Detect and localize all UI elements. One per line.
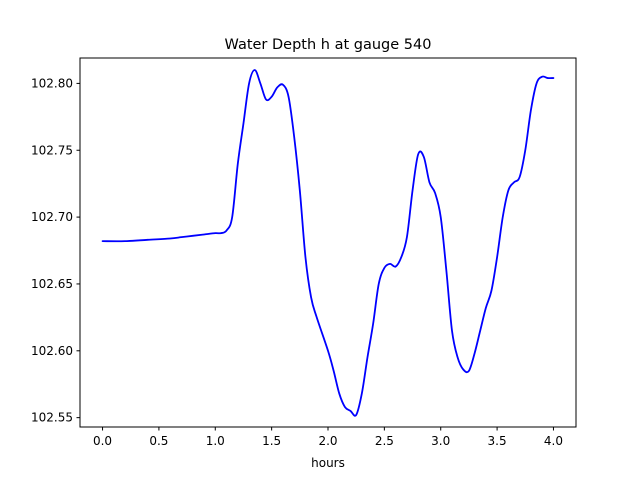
y-tick-label: 102.75 (31, 143, 73, 157)
x-tick-label: 2.0 (318, 434, 337, 448)
y-tick-label: 102.55 (31, 411, 73, 425)
y-tick-label: 102.65 (31, 277, 73, 291)
x-tick-label: 2.5 (375, 434, 394, 448)
x-axis-label: hours (311, 456, 345, 470)
x-tick-label: 0.0 (93, 434, 112, 448)
x-tick-label: 4.0 (544, 434, 563, 448)
series-line-water-depth (101, 69, 555, 417)
x-tick-label: 1.5 (262, 434, 281, 448)
y-tick-label: 102.60 (31, 344, 73, 358)
x-tick-label: 0.5 (149, 434, 168, 448)
y-tick-label: 102.70 (31, 210, 73, 224)
x-tick-label: 3.0 (431, 434, 450, 448)
x-tick-label: 3.5 (488, 434, 507, 448)
chart-title: Water Depth h at gauge 540 (225, 37, 432, 53)
x-axis-ticks: 0.0 0.5 1.0 1.5 2.0 2.5 3.0 3.5 4.0 (93, 427, 563, 448)
plot-area-frame (79, 57, 577, 428)
y-tick-label: 102.80 (31, 76, 73, 90)
y-axis-ticks: 102.55 102.60 102.65 102.70 102.75 102.80 (31, 76, 80, 425)
x-tick-label: 1.0 (206, 434, 225, 448)
